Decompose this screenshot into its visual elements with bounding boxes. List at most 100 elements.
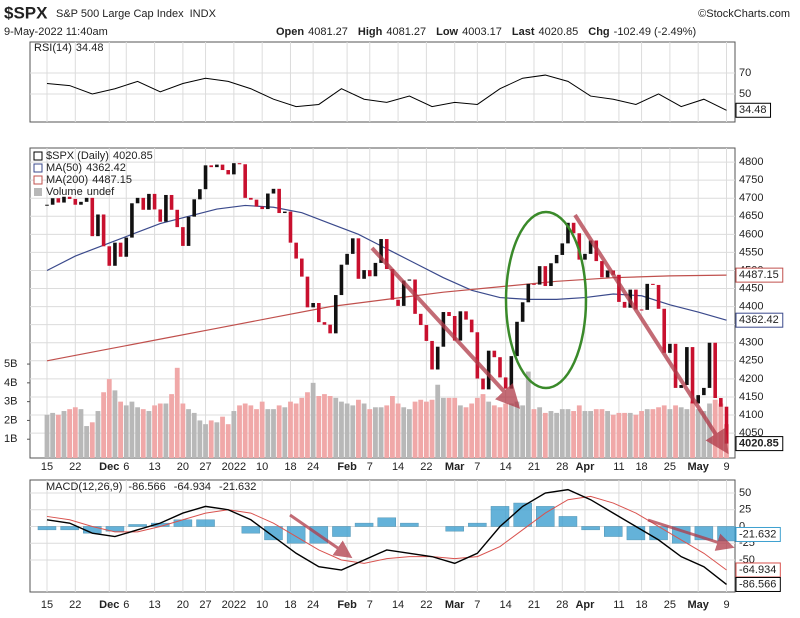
candle [243,164,247,198]
candle [724,406,729,444]
candle [169,194,174,210]
volume-bar [678,407,684,458]
candle [203,165,208,190]
quote-value: 4081.27 [386,26,426,38]
x-tick-label: 9 [723,461,729,473]
volume-bar [282,407,288,458]
candle [679,385,684,388]
candle [481,378,485,390]
candle [209,165,214,168]
volume-bar [446,397,452,458]
volume-bar [639,411,644,458]
volume-bar [588,411,594,458]
date: 9-May-2022 11:40am [4,26,108,38]
candle [430,340,434,370]
histogram-bar [468,522,487,527]
volume-bar [135,407,140,458]
candle [384,239,389,270]
candle [152,193,157,210]
candle [571,222,576,234]
x-tick-label: 24 [307,599,319,611]
volume-bar [571,411,577,458]
volume-bar [367,409,373,458]
y-tick-label: 50 [739,487,751,499]
y-tick-label: 0 [739,520,745,532]
x-tick-label: 22 [420,461,432,473]
candle [350,238,355,254]
x-tick-label: 7 [474,599,480,611]
volume-bar [667,409,673,458]
trend-arrow [289,513,353,559]
candle [311,303,315,308]
candle [577,233,582,260]
candle [56,198,61,203]
candle [668,343,672,353]
x-tick-label: 11 [613,599,624,611]
candle [532,283,536,285]
x-tick-label: 22 [69,461,81,473]
candle [458,311,463,341]
volume-bar [695,409,701,458]
highlight-ellipse [504,210,588,390]
volume-bar [542,412,548,458]
y-tick-label: 4750 [739,174,763,186]
y-tick-label: 4450 [739,282,763,294]
volume-bar [231,411,237,458]
macd-line [46,495,727,571]
x-tick-label: Dec [99,461,119,473]
candle [186,216,191,246]
x-tick-label: Feb [337,599,357,611]
volume-bar [480,394,486,458]
volume-bar [582,411,588,458]
quote-value: -102.49 (-2.49%) [614,26,697,38]
legend-name: Volume [46,186,83,198]
volume-bar [537,407,543,458]
quote-label: High [358,26,383,38]
candle [67,196,72,199]
volume-bar [378,407,384,458]
y2-tick-label: 5B [4,358,17,370]
volume-bar [418,399,424,458]
volume-bar [718,403,724,458]
x-tick-label: 18 [284,599,296,611]
volume-bar [152,405,157,458]
trend-arrow [573,213,729,455]
x-tick-label: 14 [500,461,512,473]
candle [192,199,197,217]
volume-bar [593,409,599,458]
volume-bar [78,409,84,458]
y-tick-label: 4700 [739,192,763,204]
legend-value: 4020.85 [113,150,153,162]
x-tick-label: Dec [99,599,119,611]
histogram-bar [105,526,125,532]
histogram-bar [400,522,419,527]
volume-bar [469,403,475,458]
y2-tick-label: 2B [4,414,17,426]
x-tick-label: 20 [177,599,189,611]
candle [639,309,644,311]
candle [622,301,627,308]
x-tick-label: 25 [664,599,676,611]
candle [707,342,712,388]
volume-bar [514,401,520,458]
candle [651,283,655,285]
legend-value: undef [87,186,115,198]
histogram-bar [37,526,57,531]
candle [469,319,474,333]
volume-bar [299,397,305,458]
value-tag [735,436,784,452]
volume-bar [616,412,622,458]
volume-bar [650,409,656,458]
x-tick-label: 6 [123,599,129,611]
x-tick-label: 14 [392,461,404,473]
y-tick-label: 25 [739,504,751,516]
volume-bar [225,424,231,458]
histogram-bar [558,516,578,527]
volume-bar [463,407,469,458]
x-tick-label: Feb [337,461,357,473]
histogram-bar [241,526,261,534]
candle [130,203,134,238]
x-tick-label: 18 [284,461,296,473]
volume-bar [84,426,90,458]
